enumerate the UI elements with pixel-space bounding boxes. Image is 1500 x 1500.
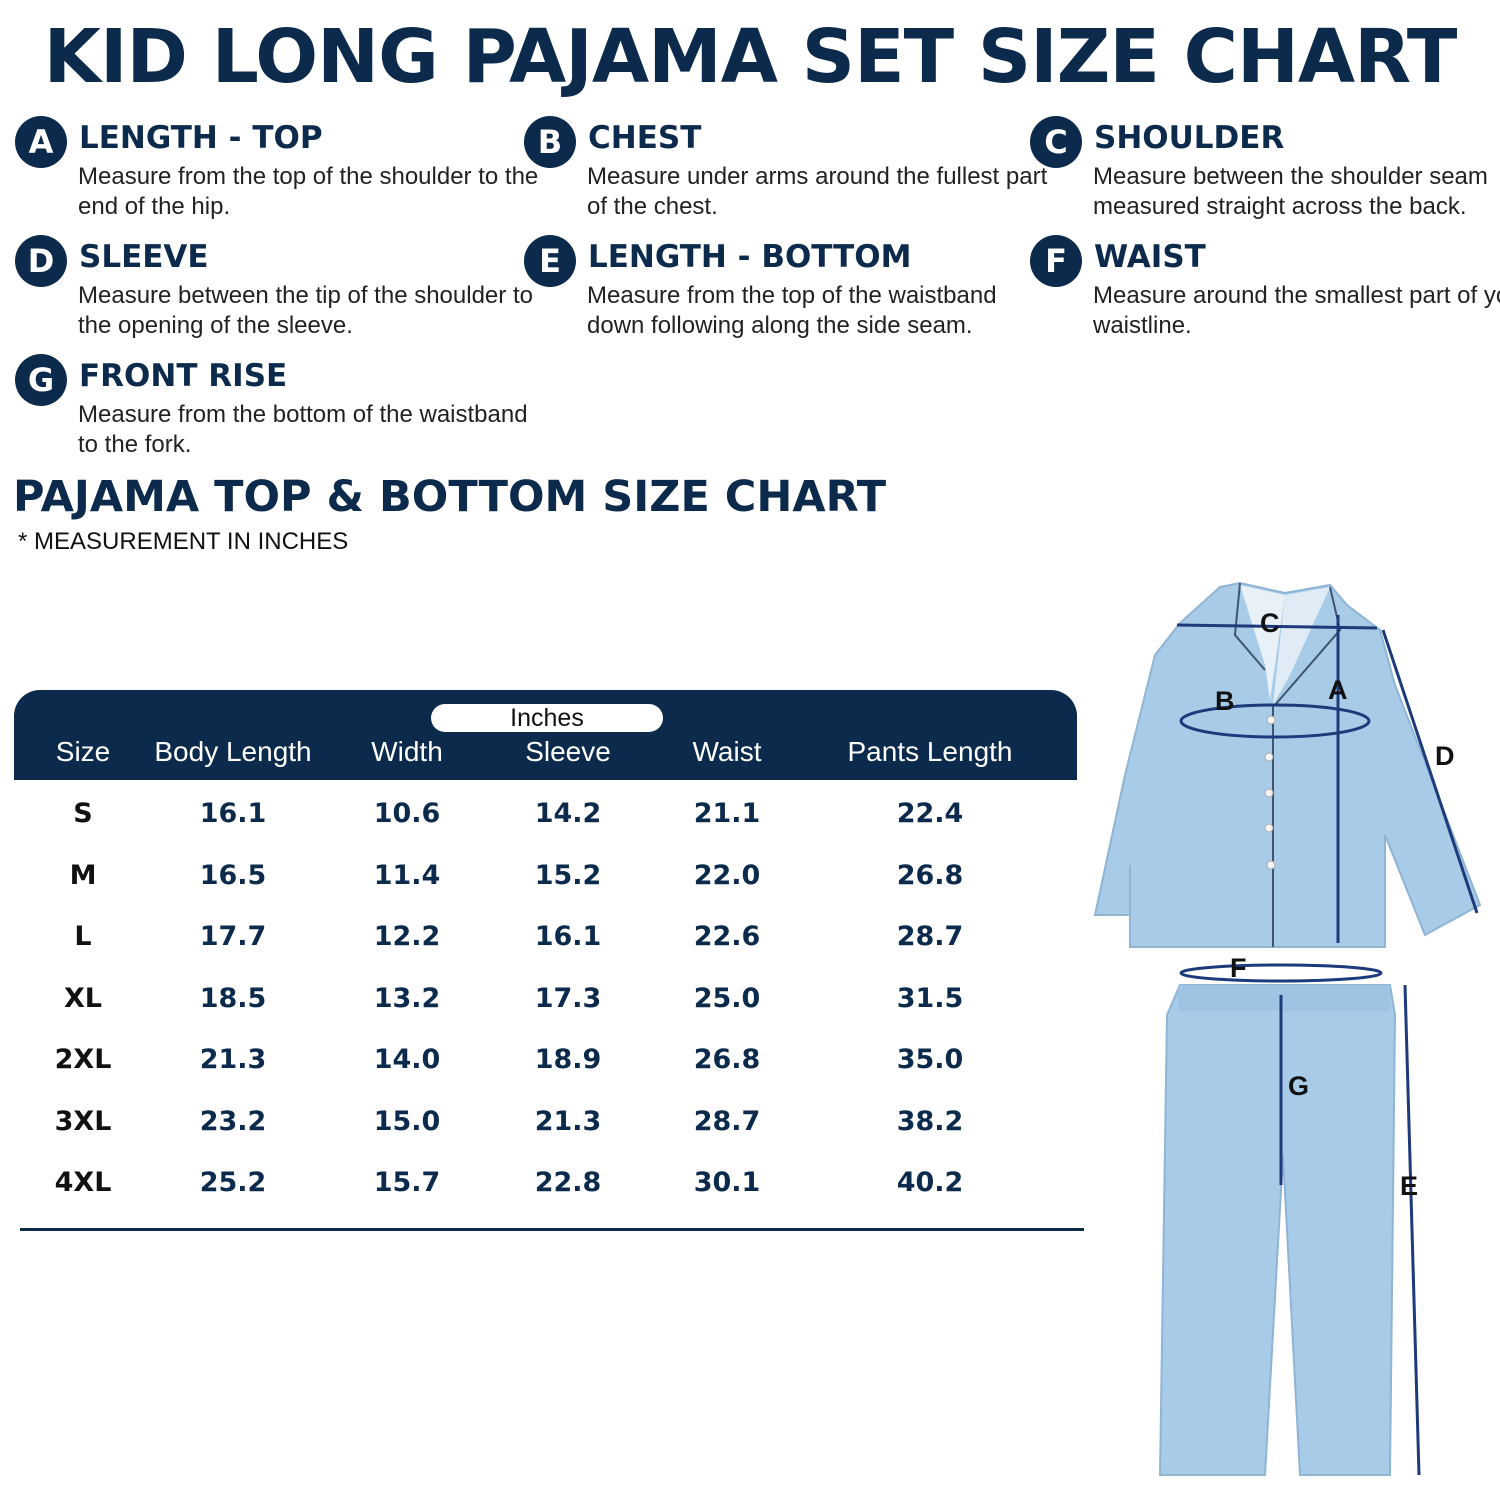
size-cell: M (69, 859, 97, 891)
label-b: B (1215, 686, 1235, 716)
value-cell: 18.9 (534, 1044, 602, 1075)
value-cell: 15.0 (373, 1105, 441, 1137)
shirt-illustration (1093, 581, 1482, 948)
value-cell: 38.2 (896, 1105, 964, 1137)
size-chart-title: PAJAMA TOP & BOTTOM SIZE CHART (13, 472, 887, 522)
value-cell: 11.4 (373, 859, 441, 891)
size-cell: XL (63, 982, 103, 1014)
column-header: Pants Length (847, 736, 1013, 767)
value-cell: 26.8 (693, 1044, 761, 1075)
letter-badge: G (15, 354, 67, 406)
size-cell: L (74, 921, 92, 952)
value-cell: 35.0 (896, 1044, 964, 1075)
label-a: A (1328, 675, 1348, 705)
measurement-heading: LENGTH - BOTTOM (588, 239, 912, 275)
measurement-description: Measure between the tip of the shoulder … (78, 282, 533, 339)
page-title: KID LONG PAJAMA SET SIZE CHART (43, 14, 1458, 100)
value-cell: 28.7 (693, 1105, 761, 1137)
measurement-heading: SHOULDER (1094, 120, 1285, 156)
value-cell: 14.2 (534, 798, 602, 829)
size-cell: S (73, 798, 93, 829)
value-cell: 22.0 (693, 859, 761, 891)
value-cell: 17.3 (534, 982, 602, 1014)
measurement-heading: CHEST (588, 120, 702, 156)
size-cell: 4XL (54, 1167, 112, 1198)
value-cell: 21.1 (693, 798, 761, 829)
label-g: G (1288, 1071, 1309, 1101)
value-cell: 26.8 (896, 859, 964, 891)
measurement-description: Measure from the bottom of the waistband… (78, 401, 528, 458)
letter-badge: A (15, 116, 67, 168)
measurement-heading: FRONT RISE (79, 358, 288, 394)
measurement-description: Measure between the shoulder seam measur… (1093, 163, 1488, 220)
value-cell: 14.0 (373, 1044, 441, 1075)
value-cell: 30.1 (693, 1167, 761, 1198)
value-cell: 22.8 (534, 1167, 602, 1198)
measurement-heading: WAIST (1094, 239, 1206, 275)
label-e: E (1400, 1171, 1418, 1201)
label-c: C (1260, 608, 1280, 638)
letter-badge: F (1030, 235, 1082, 287)
measurement-description: Measure under arms around the fullest pa… (587, 163, 1048, 220)
label-f: F (1230, 953, 1247, 983)
pajama-diagram: C B A D F G E (1093, 581, 1482, 1476)
measurement-heading: SLEEVE (79, 239, 209, 275)
column-header: Body Length (154, 736, 312, 767)
column-header: Width (371, 736, 443, 767)
value-cell: 17.7 (199, 921, 267, 952)
value-cell: 16.1 (199, 798, 267, 829)
letter-badge: D (15, 235, 67, 287)
value-cell: 28.7 (896, 921, 964, 952)
value-cell: 16.1 (534, 921, 602, 952)
size-cell: 2XL (54, 1044, 112, 1075)
value-cell: 40.2 (896, 1167, 964, 1198)
value-cell: 16.5 (199, 859, 267, 891)
value-cell: 22.6 (693, 921, 761, 952)
value-cell: 25.2 (199, 1167, 267, 1198)
letter-badge: B (524, 116, 576, 168)
letter-badge: E (524, 235, 576, 287)
value-cell: 15.2 (534, 859, 602, 891)
measurement-note: * MEASUREMENT IN INCHES (18, 528, 349, 555)
value-cell: 22.4 (896, 798, 964, 829)
column-header: Sleeve (525, 736, 611, 767)
measurement-description: Measure from the top of the waistband do… (587, 282, 997, 339)
value-cell: 25.0 (693, 982, 761, 1014)
value-cell: 13.2 (373, 982, 441, 1014)
value-cell: 23.2 (199, 1105, 267, 1137)
value-cell: 15.7 (373, 1167, 441, 1198)
value-cell: 18.5 (199, 982, 267, 1014)
value-cell: 12.2 (373, 921, 441, 952)
column-header: Size (55, 736, 111, 767)
measurement-description: Measure around the smallest part of your… (1093, 282, 1500, 339)
letter-badge: C (1030, 116, 1082, 168)
measurement-description: Measure from the top of the shoulder to … (78, 163, 539, 220)
value-cell: 10.6 (373, 798, 441, 829)
table-divider (20, 1228, 1084, 1231)
column-header: Waist (692, 736, 762, 767)
measurement-heading: LENGTH - TOP (79, 120, 323, 156)
value-cell: 21.3 (199, 1044, 267, 1075)
label-d: D (1435, 741, 1455, 771)
value-cell: 31.5 (896, 982, 964, 1014)
unit-label: Inches (431, 704, 663, 732)
size-cell: 3XL (54, 1105, 112, 1137)
value-cell: 21.3 (534, 1105, 602, 1137)
pants-illustration (1158, 963, 1421, 1476)
table-header: Inches Size Body Length Width Sleeve Waist Pa… (14, 690, 1077, 780)
